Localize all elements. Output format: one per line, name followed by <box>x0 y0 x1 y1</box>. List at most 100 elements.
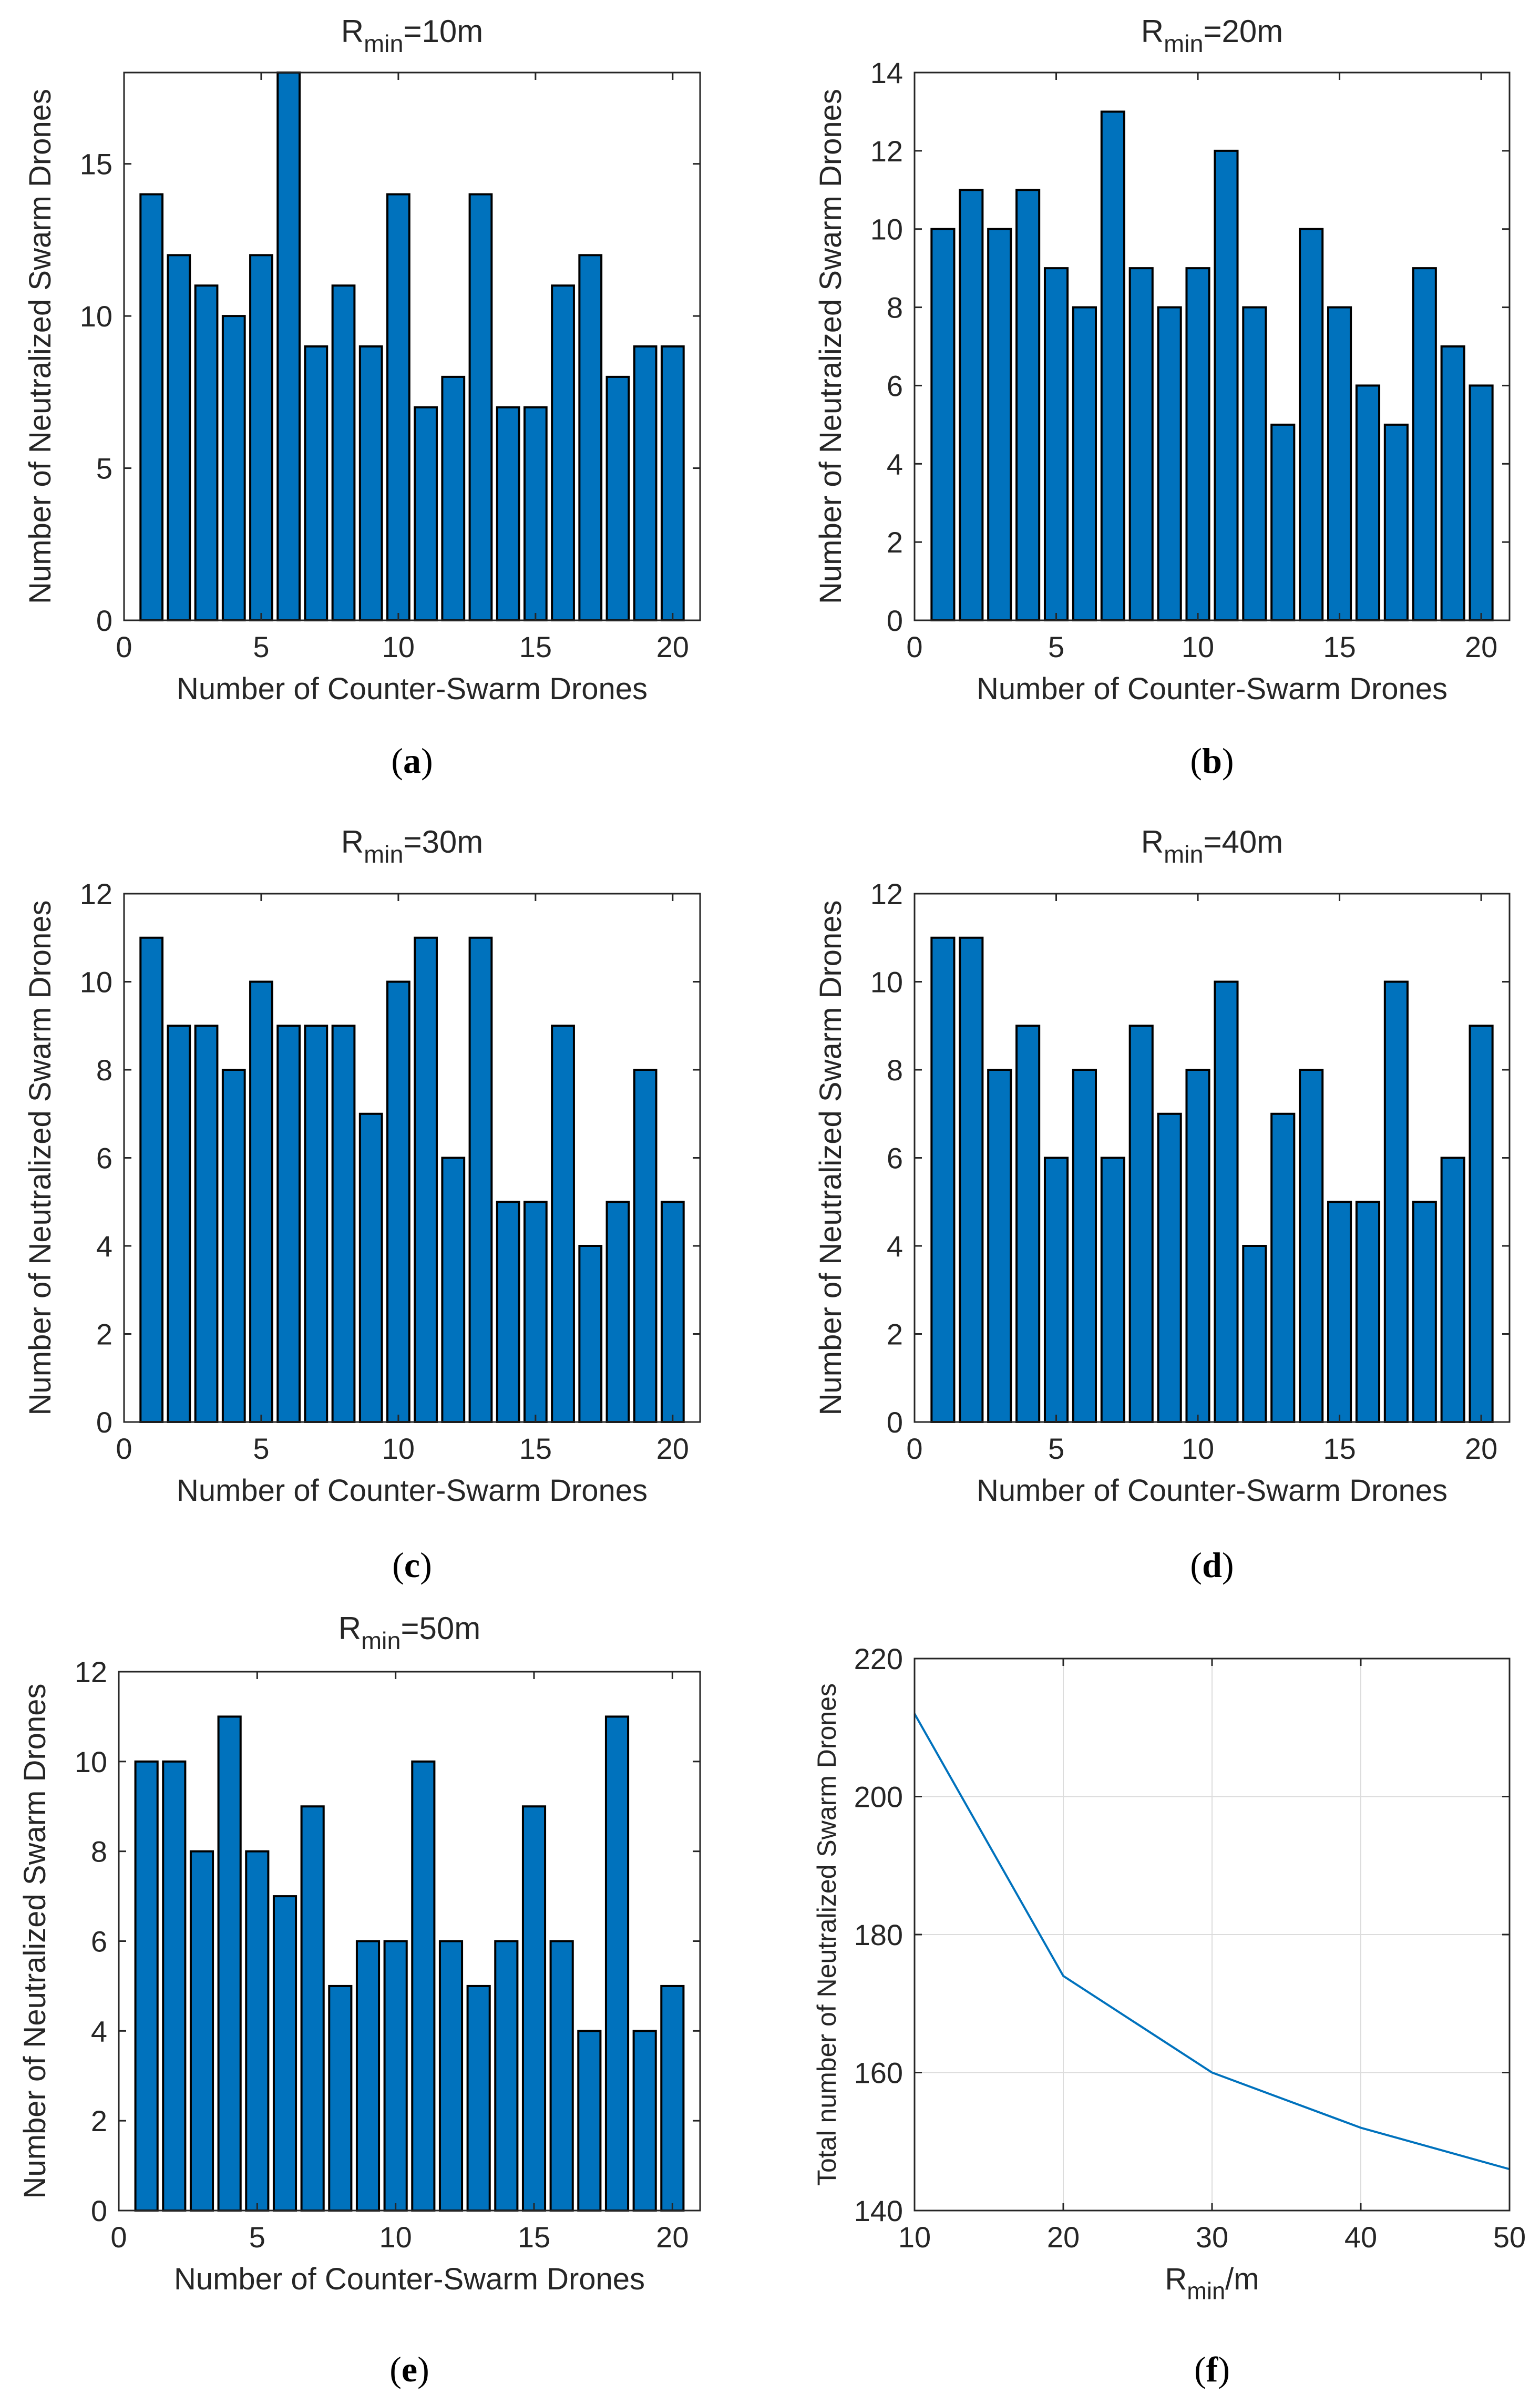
y-tick-label: 220 <box>854 1642 903 1675</box>
x-tick-label: 5 <box>1048 1432 1064 1465</box>
x-tick-label: 10 <box>382 1432 415 1465</box>
x-tick-label: 0 <box>110 2221 127 2254</box>
bar-14 <box>494 1940 519 2212</box>
chart-title-tail: =10m <box>403 14 483 49</box>
y-tick-label: 12 <box>870 877 903 911</box>
bar-9 <box>358 345 383 621</box>
x-tick-label: 15 <box>1323 1432 1356 1465</box>
bar-11 <box>414 936 438 1423</box>
chart-title-main: R <box>1141 14 1164 49</box>
panel-e: 0 5 10 15 20 0 2 4 6 8 10 12 Rmin=50m Number of Count… <box>18 1611 701 2389</box>
bar-10 <box>1185 1069 1210 1423</box>
bar-2 <box>959 189 984 621</box>
caption-letter: e <box>402 2349 417 2389</box>
bar-15 <box>523 406 548 621</box>
y-axis-label: Number of Neutralized Swarm Drones <box>23 901 57 1416</box>
x-axis-label: Number of Counter-Swarm Drones <box>177 1474 648 1508</box>
bar-13 <box>466 1984 491 2212</box>
y-axis-label: Number of Neutralized Swarm Drones <box>23 89 57 604</box>
bar-17 <box>578 1245 603 1423</box>
bar-10 <box>386 193 410 621</box>
y-tick-label: 10 <box>75 1745 107 1778</box>
bar-13 <box>1270 423 1296 621</box>
bar-13 <box>468 193 493 621</box>
bar-6 <box>272 1895 297 2212</box>
y-tick-label: 15 <box>80 148 112 181</box>
y-tick-label: 14 <box>870 56 903 89</box>
panel-caption: (d) <box>1190 1545 1234 1585</box>
panel-caption: (c) <box>392 1545 432 1585</box>
x-tick-label: 10 <box>382 630 415 663</box>
x-tick-label: 10 <box>379 2221 412 2254</box>
bar-3 <box>194 284 219 621</box>
caption-open: ( <box>389 2349 402 2389</box>
bar-15 <box>521 1805 547 2212</box>
bar-16 <box>549 1940 574 2212</box>
bar-8 <box>331 284 356 621</box>
bar-4 <box>217 1715 242 2212</box>
x-axis-label: Number of Counter-Swarm Drones <box>174 2262 645 2296</box>
y-tick-label: 140 <box>854 2194 903 2227</box>
y-tick-label: 12 <box>870 135 903 168</box>
chart-title: Rmin=20m <box>1141 14 1284 57</box>
bar-17 <box>578 254 603 622</box>
bar-5 <box>245 1850 270 2212</box>
bar-18 <box>605 375 630 622</box>
bar-13 <box>1270 1112 1296 1423</box>
bar-1 <box>139 193 164 621</box>
y-tick-label: 0 <box>887 604 903 637</box>
x-tick-label: 10 <box>898 2221 931 2254</box>
bar-8 <box>1128 1025 1154 1423</box>
caption-close: ) <box>420 1545 432 1585</box>
y-tick-label: 12 <box>75 1655 107 1689</box>
y-tick-label: 6 <box>887 1142 903 1175</box>
panel-a: 0 5 10 15 20 0 5 10 15 Rmin=10m Number of Counter-… <box>23 14 701 781</box>
x-tick-label: 5 <box>1048 630 1064 663</box>
bar-16 <box>551 1025 575 1423</box>
bar-19 <box>1440 1157 1465 1423</box>
chart-title-main: R <box>341 824 364 860</box>
bar-16 <box>1355 1201 1381 1423</box>
x-tick-label: 10 <box>1182 1432 1214 1465</box>
panel-caption: (e) <box>389 2349 429 2389</box>
bar-16 <box>1355 384 1381 622</box>
x-tick-label: 15 <box>1323 630 1356 663</box>
y-tick-label: 8 <box>91 1835 107 1868</box>
x-tick-label: 20 <box>656 2221 689 2254</box>
caption-open: ( <box>391 741 403 781</box>
x-tick-label: 5 <box>253 630 269 663</box>
panel-caption: (f) <box>1194 2349 1230 2389</box>
panel-caption: (a) <box>391 741 433 781</box>
panel-b: 0 5 10 15 20 0 2 4 6 8 10 12 14 Rmin=20m Number of Cou… <box>814 14 1511 781</box>
x-tick-label: 0 <box>906 630 922 663</box>
x-tick-label: 0 <box>116 630 132 663</box>
chart-title-sub: min <box>1164 30 1203 57</box>
x-axis-label: Rmin/m <box>1165 2262 1259 2305</box>
bar-15 <box>523 1201 548 1423</box>
bar-6 <box>1072 306 1097 621</box>
y-axis-label: Total number of Neutralized Swarm Drones <box>812 1683 841 2186</box>
bar-1 <box>930 936 956 1423</box>
bar-8 <box>328 1984 353 2212</box>
bar-14 <box>1299 1069 1324 1423</box>
chart-title-main: R <box>341 14 364 49</box>
bar-17 <box>577 2030 602 2212</box>
axes-box <box>123 71 701 621</box>
y-tick-label: 10 <box>80 300 112 333</box>
x-axis-label: Number of Counter-Swarm Drones <box>177 672 648 706</box>
bar-8 <box>331 1025 356 1423</box>
x-tick-label: 20 <box>656 630 689 663</box>
bar-9 <box>355 1940 381 2212</box>
x-axis-label-main: R <box>1165 2262 1187 2296</box>
y-tick-label: 2 <box>887 1318 903 1351</box>
y-tick-label: 0 <box>96 1406 112 1439</box>
bar-18 <box>1412 267 1437 621</box>
y-tick-label: 10 <box>870 966 903 999</box>
bar-6 <box>276 1025 301 1423</box>
bar-10 <box>386 980 410 1423</box>
chart-title-main: R <box>1141 824 1164 860</box>
bar-5 <box>249 254 273 622</box>
chart-title-sub: min <box>1164 841 1203 868</box>
caption-close: ) <box>1222 1545 1234 1585</box>
